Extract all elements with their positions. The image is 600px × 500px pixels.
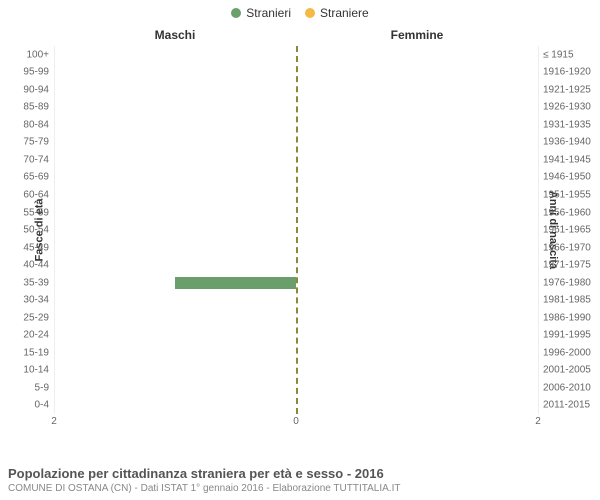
age-label: 40-44 [23, 260, 54, 271]
birth-year-label: 1956-1960 [538, 207, 591, 218]
birth-year-label: 1986-1990 [538, 312, 591, 323]
age-label: 55-59 [23, 207, 54, 218]
chart-rows: 100+≤ 191595-991916-192090-941921-192585… [54, 46, 538, 414]
birth-year-label: 1941-1945 [538, 154, 591, 165]
birth-year-label: 1916-1920 [538, 67, 591, 78]
birth-year-label: 1946-1950 [538, 172, 591, 183]
age-label: 80-84 [23, 119, 54, 130]
chart-row: 35-391976-1980 [54, 274, 538, 292]
column-title-female: Femmine [296, 28, 538, 42]
age-label: 25-29 [23, 312, 54, 323]
chart-title: Popolazione per cittadinanza straniera p… [8, 466, 592, 481]
chart-row: 20-241991-1995 [54, 327, 538, 345]
age-label: 70-74 [23, 154, 54, 165]
age-label: 30-34 [23, 295, 54, 306]
birth-year-label: 1926-1930 [538, 102, 591, 113]
x-axis: 2 0 2 [54, 414, 538, 434]
chart-row: 75-791936-1940 [54, 134, 538, 152]
legend-dot-female [305, 8, 315, 18]
age-label: 10-14 [23, 365, 54, 376]
age-label: 0-4 [35, 400, 54, 411]
chart-row: 30-341981-1985 [54, 291, 538, 309]
age-label: 60-64 [23, 190, 54, 201]
bar-male [175, 277, 296, 289]
legend: Stranieri Straniere [0, 0, 600, 20]
chart-row: 90-941921-1925 [54, 81, 538, 99]
x-tick: 0 [293, 416, 299, 427]
chart-row: 15-191996-2000 [54, 344, 538, 362]
chart-row: 85-891926-1930 [54, 99, 538, 117]
chart-row: 60-641951-1955 [54, 186, 538, 204]
chart-row: 65-691946-1950 [54, 169, 538, 187]
chart-row: 50-541961-1965 [54, 221, 538, 239]
birth-year-label: 2006-2010 [538, 382, 591, 393]
birth-year-label: 1966-1970 [538, 242, 591, 253]
age-label: 5-9 [35, 382, 54, 393]
age-label: 95-99 [23, 67, 54, 78]
chart-row: 0-42011-2015 [54, 397, 538, 415]
birth-year-label: 1996-2000 [538, 347, 591, 358]
birth-year-label: 1981-1985 [538, 295, 591, 306]
birth-year-label: 2011-2015 [538, 400, 590, 411]
column-titles: Maschi Femmine [54, 28, 538, 46]
column-title-male: Maschi [54, 28, 296, 42]
birth-year-label: 1951-1955 [538, 190, 591, 201]
chart-row: 45-491966-1970 [54, 239, 538, 257]
age-label: 65-69 [23, 172, 54, 183]
age-label: 75-79 [23, 137, 54, 148]
legend-item-male: Stranieri [231, 6, 291, 20]
legend-label-female: Straniere [320, 6, 369, 20]
birth-year-label: ≤ 1915 [538, 49, 574, 60]
chart-row: 25-291986-1990 [54, 309, 538, 327]
age-label: 85-89 [23, 102, 54, 113]
age-label: 90-94 [23, 84, 54, 95]
chart-area: Maschi Femmine Fasce di età Anni di nasc… [54, 28, 538, 434]
chart-row: 70-741941-1945 [54, 151, 538, 169]
chart-row: 95-991916-1920 [54, 64, 538, 82]
chart-row: 40-441971-1975 [54, 256, 538, 274]
chart-row: 100+≤ 1915 [54, 46, 538, 64]
birth-year-label: 1931-1935 [538, 119, 591, 130]
age-label: 100+ [26, 49, 54, 60]
chart-row: 80-841931-1935 [54, 116, 538, 134]
birth-year-label: 2001-2005 [538, 365, 591, 376]
age-label: 50-54 [23, 225, 54, 236]
birth-year-label: 1991-1995 [538, 330, 591, 341]
chart-row: 5-92006-2010 [54, 379, 538, 397]
age-label: 20-24 [23, 330, 54, 341]
chart-row: 10-142001-2005 [54, 362, 538, 380]
chart-footer: Popolazione per cittadinanza straniera p… [8, 466, 592, 494]
birth-year-label: 1936-1940 [538, 137, 591, 148]
x-tick: 2 [51, 416, 57, 427]
birth-year-label: 1921-1925 [538, 84, 591, 95]
age-label: 45-49 [23, 242, 54, 253]
chart-row: 55-591956-1960 [54, 204, 538, 222]
legend-item-female: Straniere [305, 6, 369, 20]
age-label: 35-39 [23, 277, 54, 288]
birth-year-label: 1971-1975 [538, 260, 591, 271]
x-tick: 2 [535, 416, 541, 427]
plot-area: Fasce di età Anni di nascita 100+≤ 19159… [54, 46, 538, 414]
age-label: 15-19 [23, 347, 54, 358]
birth-year-label: 1976-1980 [538, 277, 591, 288]
legend-label-male: Stranieri [246, 6, 291, 20]
birth-year-label: 1961-1965 [538, 225, 591, 236]
chart-subtitle: COMUNE DI OSTANA (CN) - Dati ISTAT 1° ge… [8, 483, 592, 494]
legend-dot-male [231, 8, 241, 18]
